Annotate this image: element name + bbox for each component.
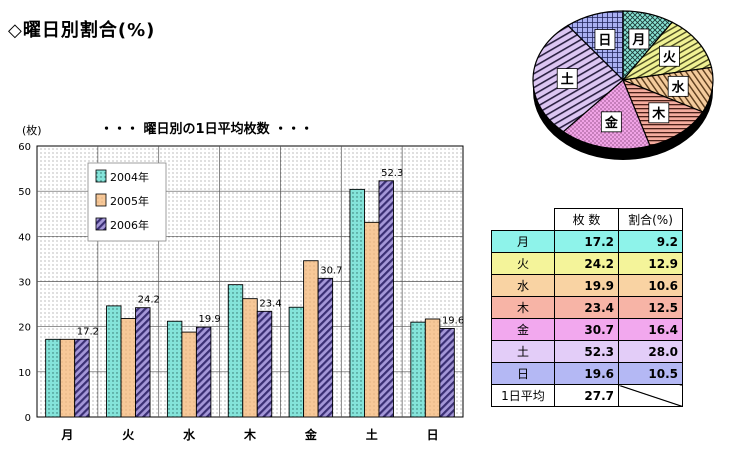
table-row: 水 19.9 10.6 [491,274,683,297]
table-row: 月 17.2 9.2 [491,230,683,253]
bar-2006年-水 [195,326,212,418]
pie-label-box [659,45,680,67]
count-cell: 24.2 [554,252,619,275]
count-cell: 19.9 [554,274,619,297]
y-tick-label: 20 [18,323,31,334]
table-corner [491,208,555,231]
data-label: 19.9 [199,314,221,325]
data-label: 52.3 [381,168,403,179]
pie-label: 金 [604,115,619,131]
pie-label-box [594,29,616,50]
bar-2006年-金 [317,277,334,418]
day-cell: 火 [491,252,555,275]
legend-swatch [95,169,107,183]
pie-slice-土 [532,24,624,133]
table-row: 日 19.6 10.5 [491,362,683,385]
day-cell: 日 [491,362,555,385]
x-tick-label: 日 [427,428,439,442]
ratio-cell: 12.5 [618,296,683,319]
table-row: 金 30.7 16.4 [491,318,683,341]
y-tick-label: 40 [18,232,31,243]
ratio-cell: 9.2 [618,230,683,253]
y-tick-label: 30 [18,278,31,289]
column-header-count: 枚 数 [554,208,619,231]
pie-label: 日 [598,34,611,49]
table-row-average: 1日平均 27.7 [491,384,683,407]
average-value: 27.7 [554,384,619,407]
data-label: 30.7 [320,265,342,276]
ratio-cell: 10.6 [618,274,683,297]
count-cell: 52.3 [554,340,619,363]
table-row: 火 24.2 12.9 [491,252,683,275]
ratio-cell: 12.9 [618,252,683,275]
ratio-cell: 28.0 [618,340,683,363]
count-cell: 23.4 [554,296,619,319]
day-cell: 水 [491,274,555,297]
pie-label: 水 [672,79,686,95]
legend-label: 2004年 [110,170,149,184]
day-cell: 木 [491,296,555,319]
x-tick-label: 土 [366,427,378,442]
bar-2006年-日 [439,328,455,418]
day-cell: 土 [491,340,555,363]
pie-label: 木 [651,106,666,122]
pie-label-box [628,28,650,50]
data-label: 24.2 [138,295,160,306]
table-row: 木 23.4 12.5 [491,296,683,319]
bar-2006年-木 [256,310,273,418]
y-tick-label: 0 [25,413,31,424]
ratio-cell: 10.5 [618,362,683,385]
chart-legend: 2004年 2005年 2006年 [87,162,167,242]
y-tick-label: 60 [18,142,31,153]
legend-swatch [95,193,107,207]
pie-label-box [648,102,670,124]
stats-table: 枚 数 割合(%) 月 17.2 9.2 火 24.2 12.9 水 19.9 10.6 木 23.… [491,208,683,407]
data-label: 23.4 [259,298,281,309]
legend-label: 2005年 [110,194,149,208]
data-label: 19.6 [442,315,464,326]
x-tick-label: 金 [304,427,318,442]
x-tick-label: 月 [60,428,73,442]
page-title: ◇曜日別割合(%) [8,20,156,41]
count-cell: 30.7 [554,318,619,341]
y-tick-label: 10 [18,368,31,379]
y-axis-unit: (枚) [22,124,42,137]
average-label: 1日平均 [491,384,555,407]
pie-label-box [600,111,622,133]
bar-chart-title: ・・・ 曜日別の1日平均枚数 ・・・ [100,122,314,137]
day-cell: 月 [491,230,555,253]
table-row: 土 52.3 28.0 [491,340,683,363]
bar-2006年-火 [135,307,151,418]
pie-label: 火 [663,50,677,65]
pie-label-box [667,75,689,97]
pie-label: 月 [631,33,645,48]
x-tick-label: 水 [183,427,196,442]
count-cell: 19.6 [554,362,619,385]
bar-2006年-月 [74,338,90,418]
ratio-cell: 16.4 [618,318,683,341]
pie-label: 土 [561,72,574,88]
legend-label: 2006年 [110,218,149,232]
average-ratio-empty [618,384,683,407]
column-header-ratio: 割合(%) [618,208,683,231]
day-cell: 金 [491,318,555,341]
x-tick-label: 火 [122,428,135,442]
bar-2006年-土 [378,180,394,418]
legend-swatch [95,217,107,231]
data-label: 17.2 [77,326,99,337]
y-tick-label: 50 [18,187,31,198]
pie-label-box [556,68,578,89]
x-tick-label: 木 [243,427,257,442]
count-cell: 17.2 [554,230,619,253]
